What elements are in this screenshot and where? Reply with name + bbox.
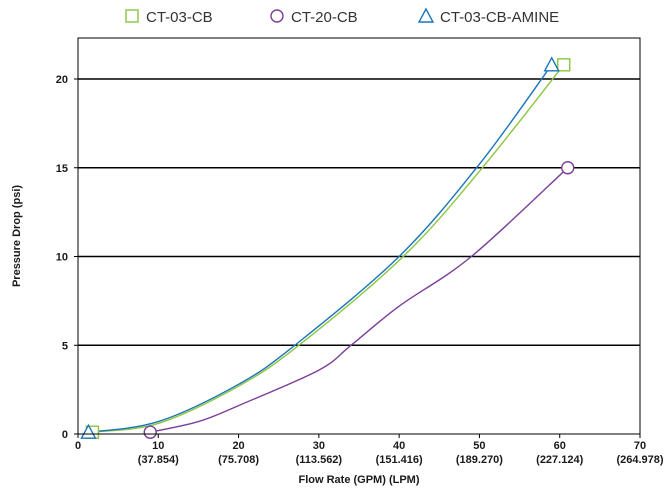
x-tick-label: 50 — [473, 440, 485, 452]
legend-label: CT-03-CB-AMINE — [440, 9, 559, 26]
x-tick-sublabel: (75.708) — [218, 454, 259, 466]
series-line-ct-03-cb-amine — [88, 64, 553, 433]
x-tick-sublabel: (37.854) — [138, 454, 179, 466]
x-tick-label: 20 — [232, 440, 244, 452]
data-point-ct-03-cb-amine — [543, 56, 560, 72]
x-tick-label: 70 — [634, 440, 646, 452]
x-axis-ticks: 0 10 (37.854) 20 (75.708) 30 (113.562) 40 (151.4… — [75, 434, 664, 466]
y-tick-label: 10 — [56, 252, 68, 264]
series-curves — [88, 64, 569, 433]
plot-frame — [77, 37, 641, 435]
y-tick-label: 15 — [56, 163, 68, 175]
x-tick-sublabel: (227.124) — [536, 454, 583, 466]
legend-marker-ct-03-cb-amine — [417, 7, 435, 23]
series-line-ct-20-cb — [150, 167, 569, 433]
data-point-ct-20-cb — [143, 425, 157, 439]
x-tick-label: 40 — [393, 440, 405, 452]
x-tick-label: 10 — [152, 440, 164, 452]
series-line-ct-03-cb — [92, 64, 565, 433]
x-tick-sublabel: (113.562) — [296, 454, 343, 466]
y-axis-title: Pressure Drop (psi) — [11, 185, 23, 287]
grid-lines — [78, 78, 640, 347]
x-tick-label: 60 — [554, 440, 566, 452]
x-axis-title: Flow Rate (GPM) (LPM) — [299, 474, 420, 486]
legend-marker-ct-03-cb — [125, 9, 139, 23]
x-tick-sublabel: (189.270) — [456, 454, 503, 466]
x-tick-sublabel: (151.416) — [376, 454, 423, 466]
y-tick-label: 20 — [56, 74, 68, 86]
x-tick-label: 30 — [313, 440, 325, 452]
y-axis-ticks: 0 5 10 15 20 — [56, 74, 78, 441]
x-tick-label: 0 — [75, 440, 81, 452]
data-point-ct-20-cb — [561, 161, 575, 175]
y-tick-label: 0 — [62, 429, 68, 441]
legend-label: CT-03-CB — [146, 9, 213, 26]
legend: CT-03-CB CT-20-CB CT-03-CB-AMINE — [125, 7, 559, 26]
data-point-ct-03-cb-amine — [80, 423, 97, 439]
y-tick-label: 5 — [62, 340, 68, 352]
x-tick-sublabel: (264.978) — [616, 454, 663, 466]
legend-label: CT-20-CB — [291, 9, 358, 26]
series-markers — [80, 56, 575, 439]
data-point-ct-03-cb — [557, 58, 571, 72]
legend-marker-ct-20-cb — [270, 9, 284, 23]
